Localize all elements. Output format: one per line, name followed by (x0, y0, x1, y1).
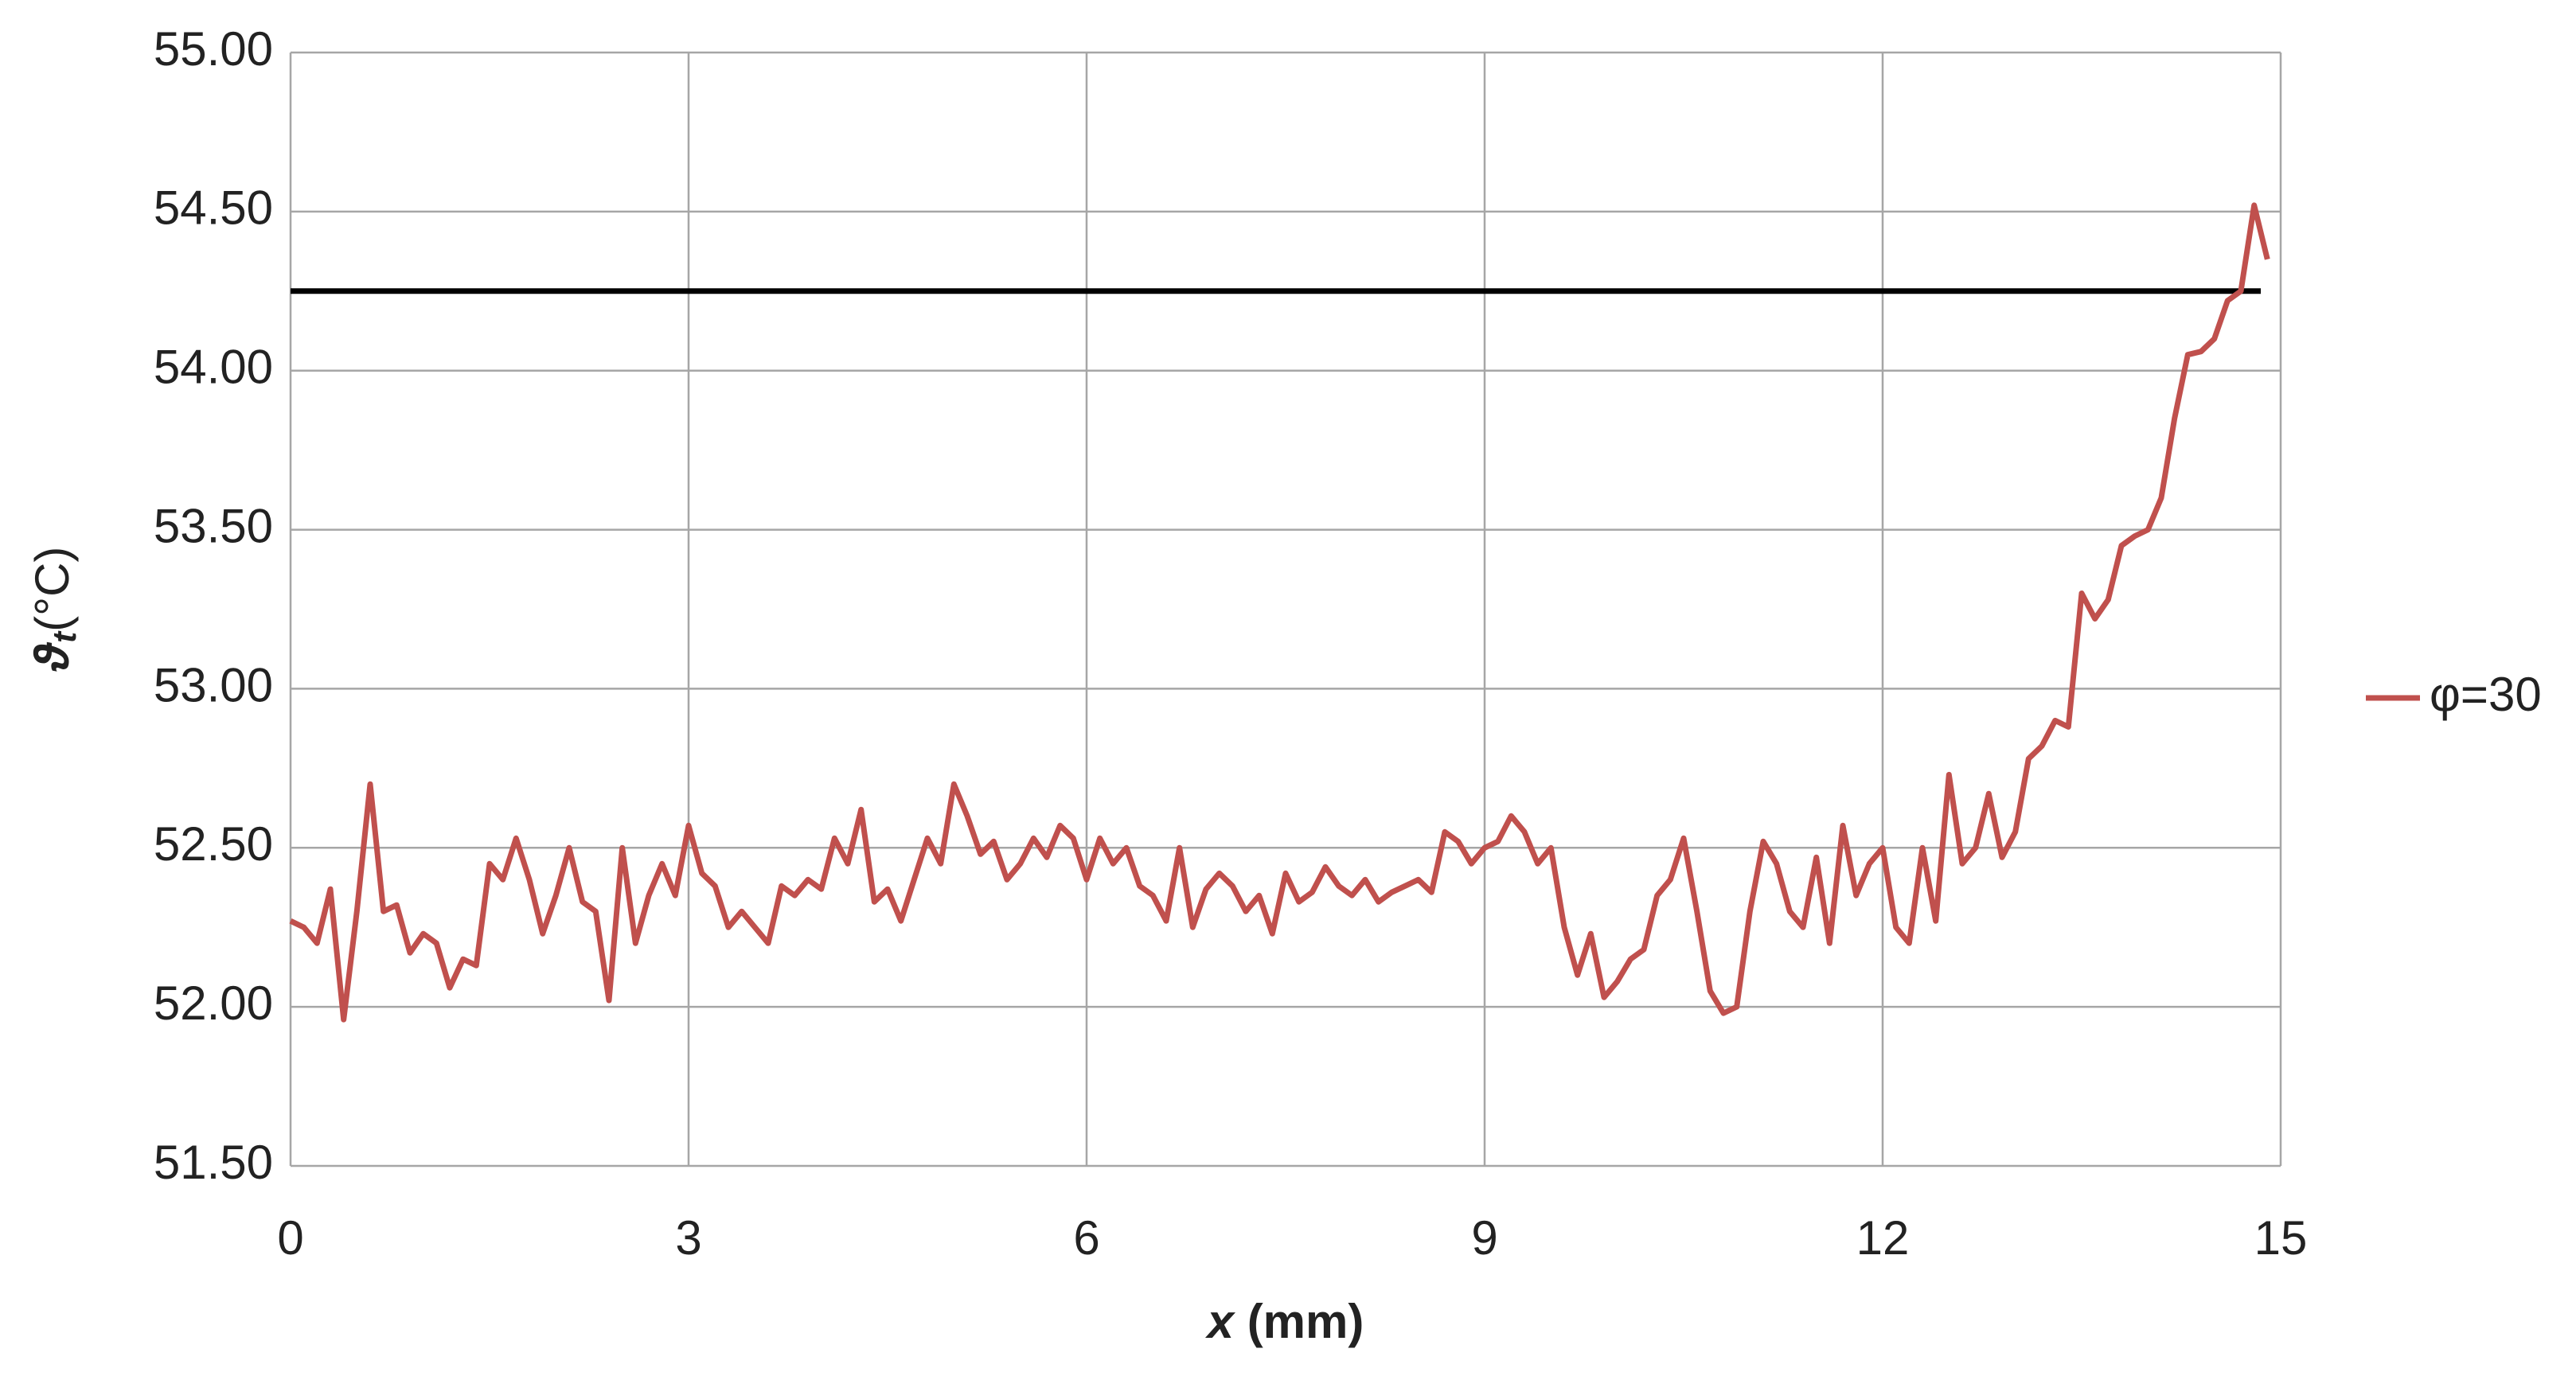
x-tick-label: 0 (277, 1211, 303, 1265)
y-tick-label: 54.00 (154, 341, 273, 394)
y-label-symbol: ϑ (25, 641, 79, 672)
x-label-unit: (mm) (1247, 1295, 1364, 1348)
y-axis-label: ϑt(°C) (25, 547, 83, 672)
y-tick-label: 52.50 (154, 817, 273, 871)
x-tick-label: 3 (675, 1211, 701, 1265)
y-label-subscript: t (45, 630, 83, 643)
y-tick-label: 51.50 (154, 1136, 273, 1189)
y-tick-label: 54.50 (154, 181, 273, 235)
x-tick-label: 9 (1471, 1211, 1497, 1265)
x-tick-label: 6 (1073, 1211, 1099, 1265)
y-tick-label: 53.50 (154, 499, 273, 552)
x-tick-label: 15 (2254, 1211, 2308, 1265)
y-label-unit: (°C) (25, 547, 79, 632)
x-label-symbol: x (1205, 1295, 1236, 1348)
x-tick-label: 12 (1856, 1211, 1910, 1265)
y-tick-label: 55.00 (154, 22, 273, 76)
x-axis-label: x (mm) (1205, 1295, 1364, 1348)
y-tick-label: 53.00 (154, 658, 273, 711)
legend-label: φ=30 (2430, 668, 2542, 721)
y-tick-label: 52.00 (154, 976, 273, 1030)
data-line (289, 202, 2270, 1023)
